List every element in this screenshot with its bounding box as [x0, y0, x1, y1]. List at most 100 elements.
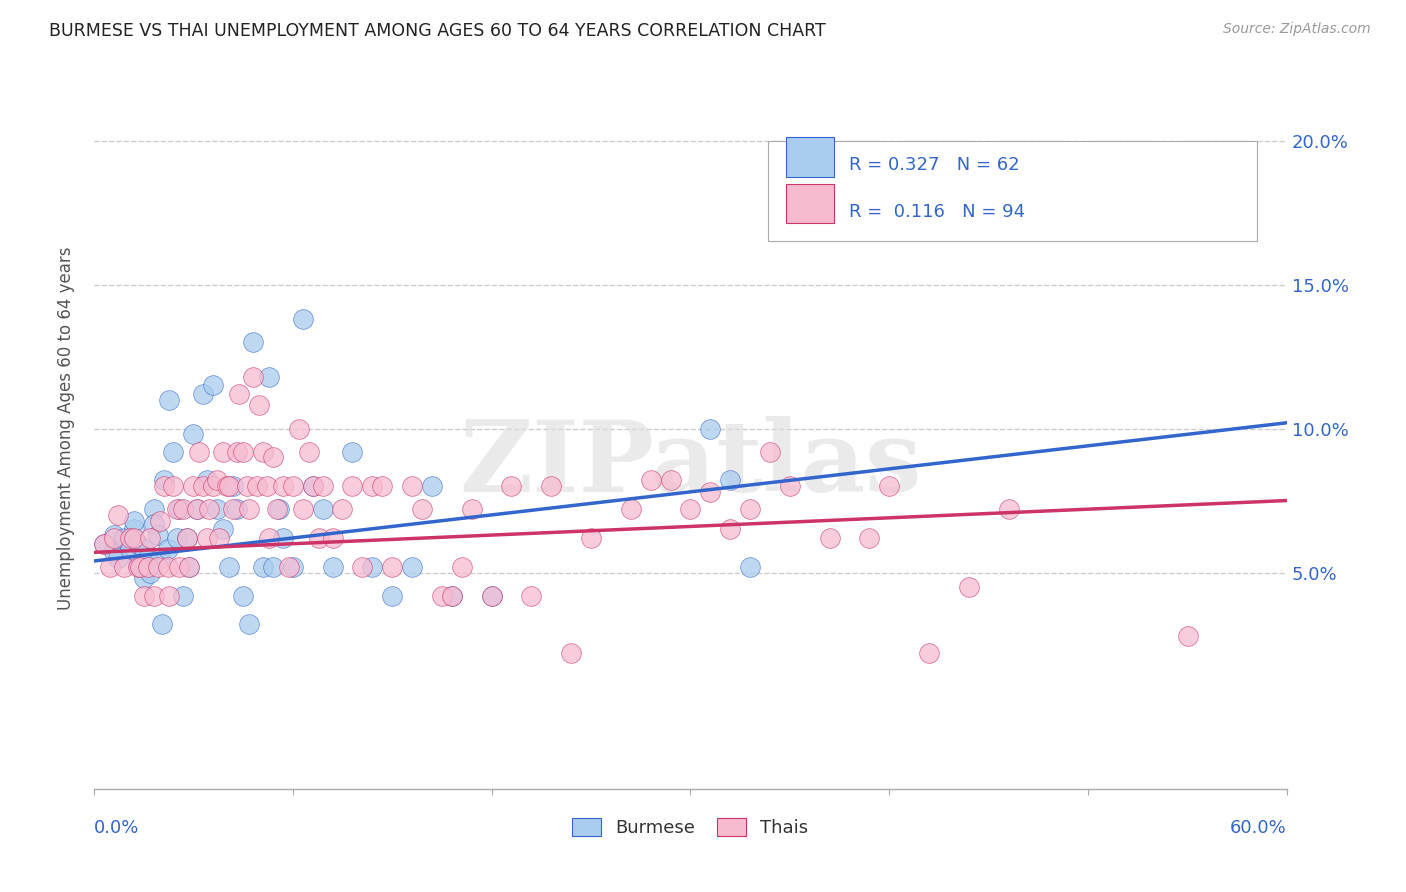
Point — [166, 531, 188, 545]
Point — [236, 479, 259, 493]
Point — [381, 559, 404, 574]
Point — [738, 502, 761, 516]
Point — [291, 312, 314, 326]
Point — [183, 427, 205, 442]
Point — [266, 502, 288, 516]
Point — [169, 502, 191, 516]
Point — [277, 559, 299, 574]
Point — [298, 444, 321, 458]
Point — [148, 551, 170, 566]
Point — [132, 559, 155, 574]
Point — [579, 531, 602, 545]
Point — [188, 444, 211, 458]
Point — [257, 369, 280, 384]
Point — [228, 387, 250, 401]
Point — [146, 559, 169, 574]
Point — [172, 589, 194, 603]
Point — [179, 559, 201, 574]
Point — [361, 479, 384, 493]
Point — [186, 502, 208, 516]
Point — [440, 589, 463, 603]
Point — [222, 502, 245, 516]
Point — [142, 589, 165, 603]
FancyBboxPatch shape — [768, 141, 1257, 242]
Point — [103, 545, 125, 559]
Point — [103, 531, 125, 545]
Point — [195, 474, 218, 488]
Point — [271, 479, 294, 493]
Point — [142, 516, 165, 531]
Point — [381, 589, 404, 603]
Point — [450, 559, 472, 574]
Point — [291, 502, 314, 516]
Point — [256, 479, 278, 493]
Point — [183, 479, 205, 493]
Point — [1177, 629, 1199, 643]
Point — [138, 531, 160, 545]
Point — [226, 502, 249, 516]
Point — [262, 559, 284, 574]
Point — [238, 502, 260, 516]
Point — [202, 479, 225, 493]
Point — [128, 559, 150, 574]
Point — [620, 502, 643, 516]
Point — [401, 559, 423, 574]
Point — [520, 589, 543, 603]
Point — [103, 528, 125, 542]
Point — [232, 589, 254, 603]
Point — [440, 589, 463, 603]
Point — [301, 479, 323, 493]
Point — [132, 571, 155, 585]
Point — [411, 502, 433, 516]
Point — [311, 502, 333, 516]
Point — [212, 444, 235, 458]
Point — [186, 502, 208, 516]
Point — [540, 479, 562, 493]
Text: 60.0%: 60.0% — [1230, 819, 1286, 837]
Point — [156, 542, 179, 557]
Point — [127, 537, 149, 551]
Point — [176, 531, 198, 545]
Point — [779, 479, 801, 493]
Point — [430, 589, 453, 603]
Point — [281, 479, 304, 493]
Point — [93, 537, 115, 551]
Point — [322, 531, 344, 545]
Text: ZIPatlas: ZIPatlas — [460, 416, 922, 513]
Point — [481, 589, 503, 603]
FancyBboxPatch shape — [786, 136, 834, 177]
Point — [146, 528, 169, 542]
Point — [193, 479, 215, 493]
Point — [226, 444, 249, 458]
Point — [361, 559, 384, 574]
Point — [997, 502, 1019, 516]
Point — [957, 580, 980, 594]
Point — [481, 589, 503, 603]
Point — [122, 531, 145, 545]
Text: R = 0.327   N = 62: R = 0.327 N = 62 — [849, 156, 1019, 174]
Point — [142, 502, 165, 516]
Point — [136, 559, 159, 574]
Point — [193, 387, 215, 401]
Point — [267, 502, 290, 516]
Point — [877, 479, 900, 493]
Point — [150, 617, 173, 632]
Point — [718, 474, 741, 488]
Point — [212, 522, 235, 536]
Point — [281, 559, 304, 574]
Text: BURMESE VS THAI UNEMPLOYMENT AMONG AGES 60 TO 64 YEARS CORRELATION CHART: BURMESE VS THAI UNEMPLOYMENT AMONG AGES … — [49, 22, 825, 40]
Point — [659, 474, 682, 488]
Point — [162, 444, 184, 458]
Y-axis label: Unemployment Among Ages 60 to 64 years: Unemployment Among Ages 60 to 64 years — [58, 247, 75, 610]
Point — [699, 421, 721, 435]
Point — [112, 531, 135, 545]
Point — [118, 531, 141, 545]
Point — [640, 474, 662, 488]
Point — [371, 479, 394, 493]
Point — [238, 617, 260, 632]
Point — [112, 559, 135, 574]
Point — [132, 589, 155, 603]
Point — [159, 392, 181, 407]
Point — [156, 559, 179, 574]
Point — [401, 479, 423, 493]
